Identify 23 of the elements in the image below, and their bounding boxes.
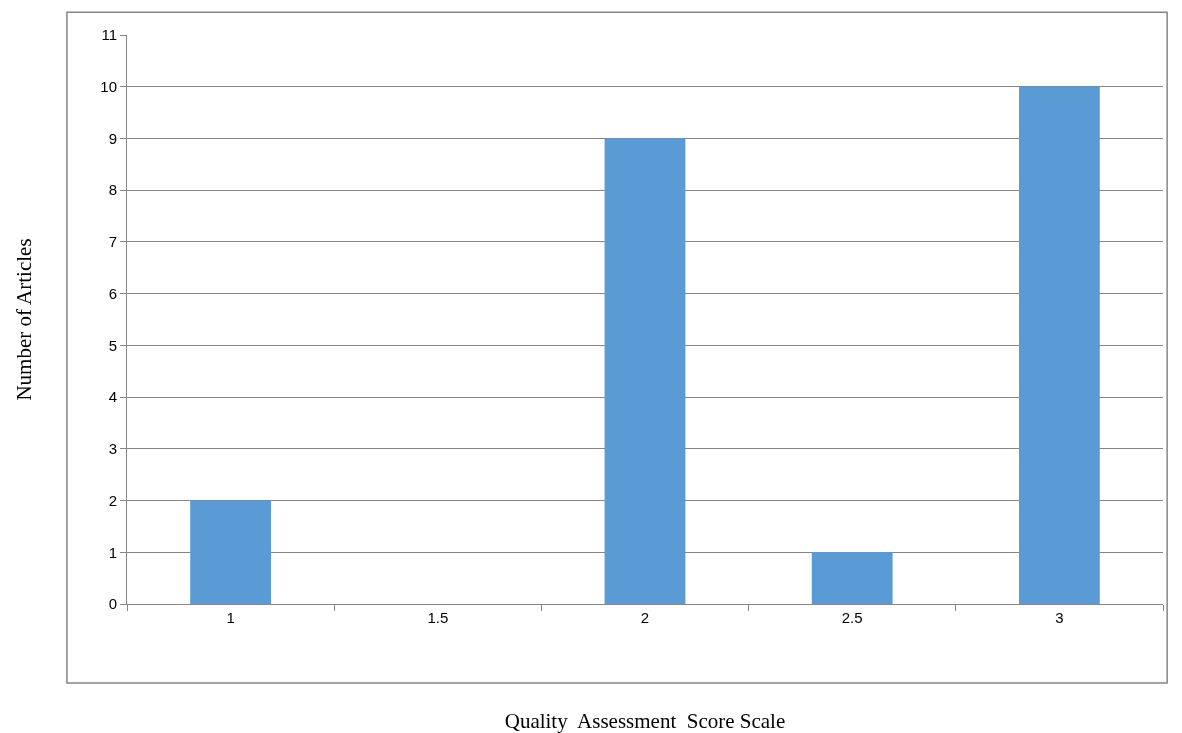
x-axis-title: Quality Assessment Score Scale [504,709,786,733]
x-tick-label: 1 [226,609,235,626]
bar [190,500,271,604]
bar [811,552,893,604]
y-tick-label: 11 [101,26,117,44]
y-tick-label: 3 [108,440,117,458]
x-tick-label: 1.5 [427,609,449,626]
x-tick-label: 2 [640,609,650,626]
y-tick-label: 0 [108,595,117,613]
y-tick-label: 1 [108,543,117,561]
y-tick-label: 10 [100,77,117,95]
y-tick-label: 5 [108,336,117,354]
y-tick-label: 4 [108,388,117,406]
y-tick-label: 7 [108,233,117,251]
bar [604,138,686,604]
bar [1019,86,1100,604]
x-tick-label: 3 [1055,609,1064,626]
x-tick-label: 2.5 [841,609,863,626]
y-axis-title: Number of Articles [12,238,37,401]
y-tick-label: 6 [108,284,117,302]
y-tick-label: 8 [108,181,117,199]
y-tick-label: 2 [108,491,117,509]
y-tick-label: 9 [108,129,117,147]
